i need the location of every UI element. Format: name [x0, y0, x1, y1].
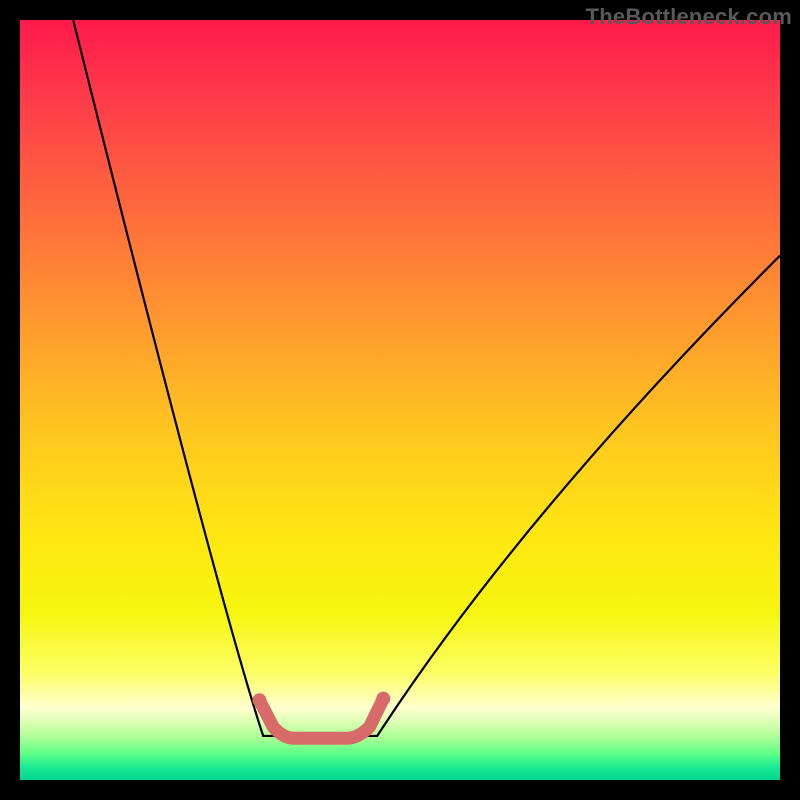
- figure-root: TheBottleneck.com: [0, 0, 800, 800]
- chart-canvas: [0, 0, 800, 800]
- background-gradient: [20, 20, 780, 780]
- watermark-text: TheBottleneck.com: [586, 4, 792, 30]
